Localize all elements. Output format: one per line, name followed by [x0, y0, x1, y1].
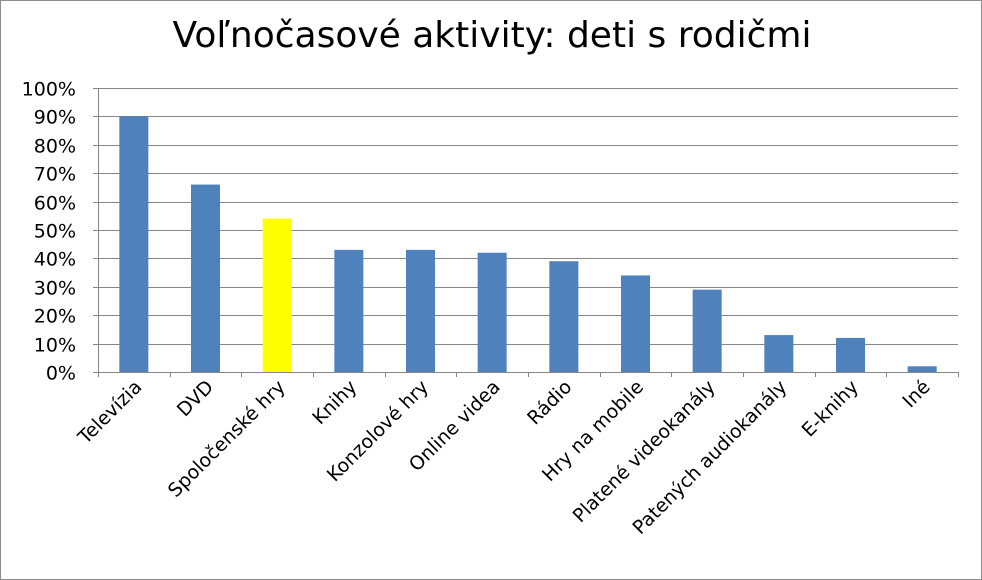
bar — [621, 275, 650, 372]
x-category-label: Rádio — [523, 376, 576, 429]
y-tick-label: 50% — [34, 221, 76, 243]
y-tick-label: 20% — [34, 306, 76, 328]
bar — [692, 289, 722, 372]
bar — [262, 218, 292, 372]
bar — [907, 366, 937, 372]
chart-title: Voľnočasové aktivity: deti s rodičmi — [172, 15, 812, 56]
x-category-label: Iné — [898, 376, 934, 412]
x-category-label: Platené videokanály — [569, 376, 720, 527]
y-tick-label: 40% — [34, 249, 76, 271]
y-tick-label: 90% — [34, 107, 76, 129]
y-tick-label: 0% — [46, 363, 76, 385]
y-tick-label: 30% — [34, 278, 76, 300]
y-tick-label: 70% — [34, 164, 76, 186]
y-tick-label: 60% — [34, 193, 76, 215]
x-category-label: Televízia — [73, 376, 146, 449]
bar — [191, 184, 220, 372]
y-tick-label: 80% — [34, 136, 76, 158]
bar — [119, 116, 149, 373]
bar — [406, 249, 435, 372]
y-tick-label: 100% — [22, 79, 76, 101]
bar — [836, 337, 865, 372]
x-category-label: DVD — [173, 376, 218, 421]
bar — [334, 249, 364, 372]
y-tick-label: 10% — [34, 335, 76, 357]
x-category-label: Knihy — [308, 376, 361, 429]
bar — [764, 335, 794, 372]
x-category-label: E-knihy — [798, 376, 863, 441]
bar — [477, 252, 507, 372]
bar — [549, 261, 579, 372]
